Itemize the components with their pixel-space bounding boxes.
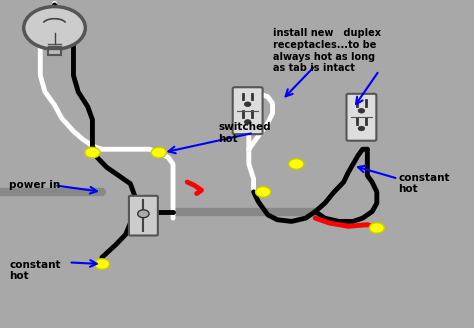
Circle shape [94,259,109,269]
Circle shape [151,147,166,158]
Circle shape [85,147,100,158]
FancyBboxPatch shape [233,87,263,134]
Text: power in: power in [9,180,61,190]
Circle shape [245,120,251,124]
Circle shape [255,187,271,197]
Circle shape [369,223,384,233]
Circle shape [138,210,149,218]
FancyBboxPatch shape [129,196,158,236]
FancyBboxPatch shape [48,48,61,55]
Circle shape [289,159,304,169]
Circle shape [358,126,365,131]
Text: install new   duplex
receptacles...to be
always hot as long
as tab is intact: install new duplex receptacles...to be a… [273,29,381,73]
Text: switched
hot: switched hot [218,122,271,144]
Circle shape [358,109,365,113]
Text: constant
hot: constant hot [9,260,61,281]
Circle shape [24,7,85,49]
FancyBboxPatch shape [346,94,376,141]
Text: constant
hot: constant hot [398,173,450,195]
Circle shape [245,102,251,107]
